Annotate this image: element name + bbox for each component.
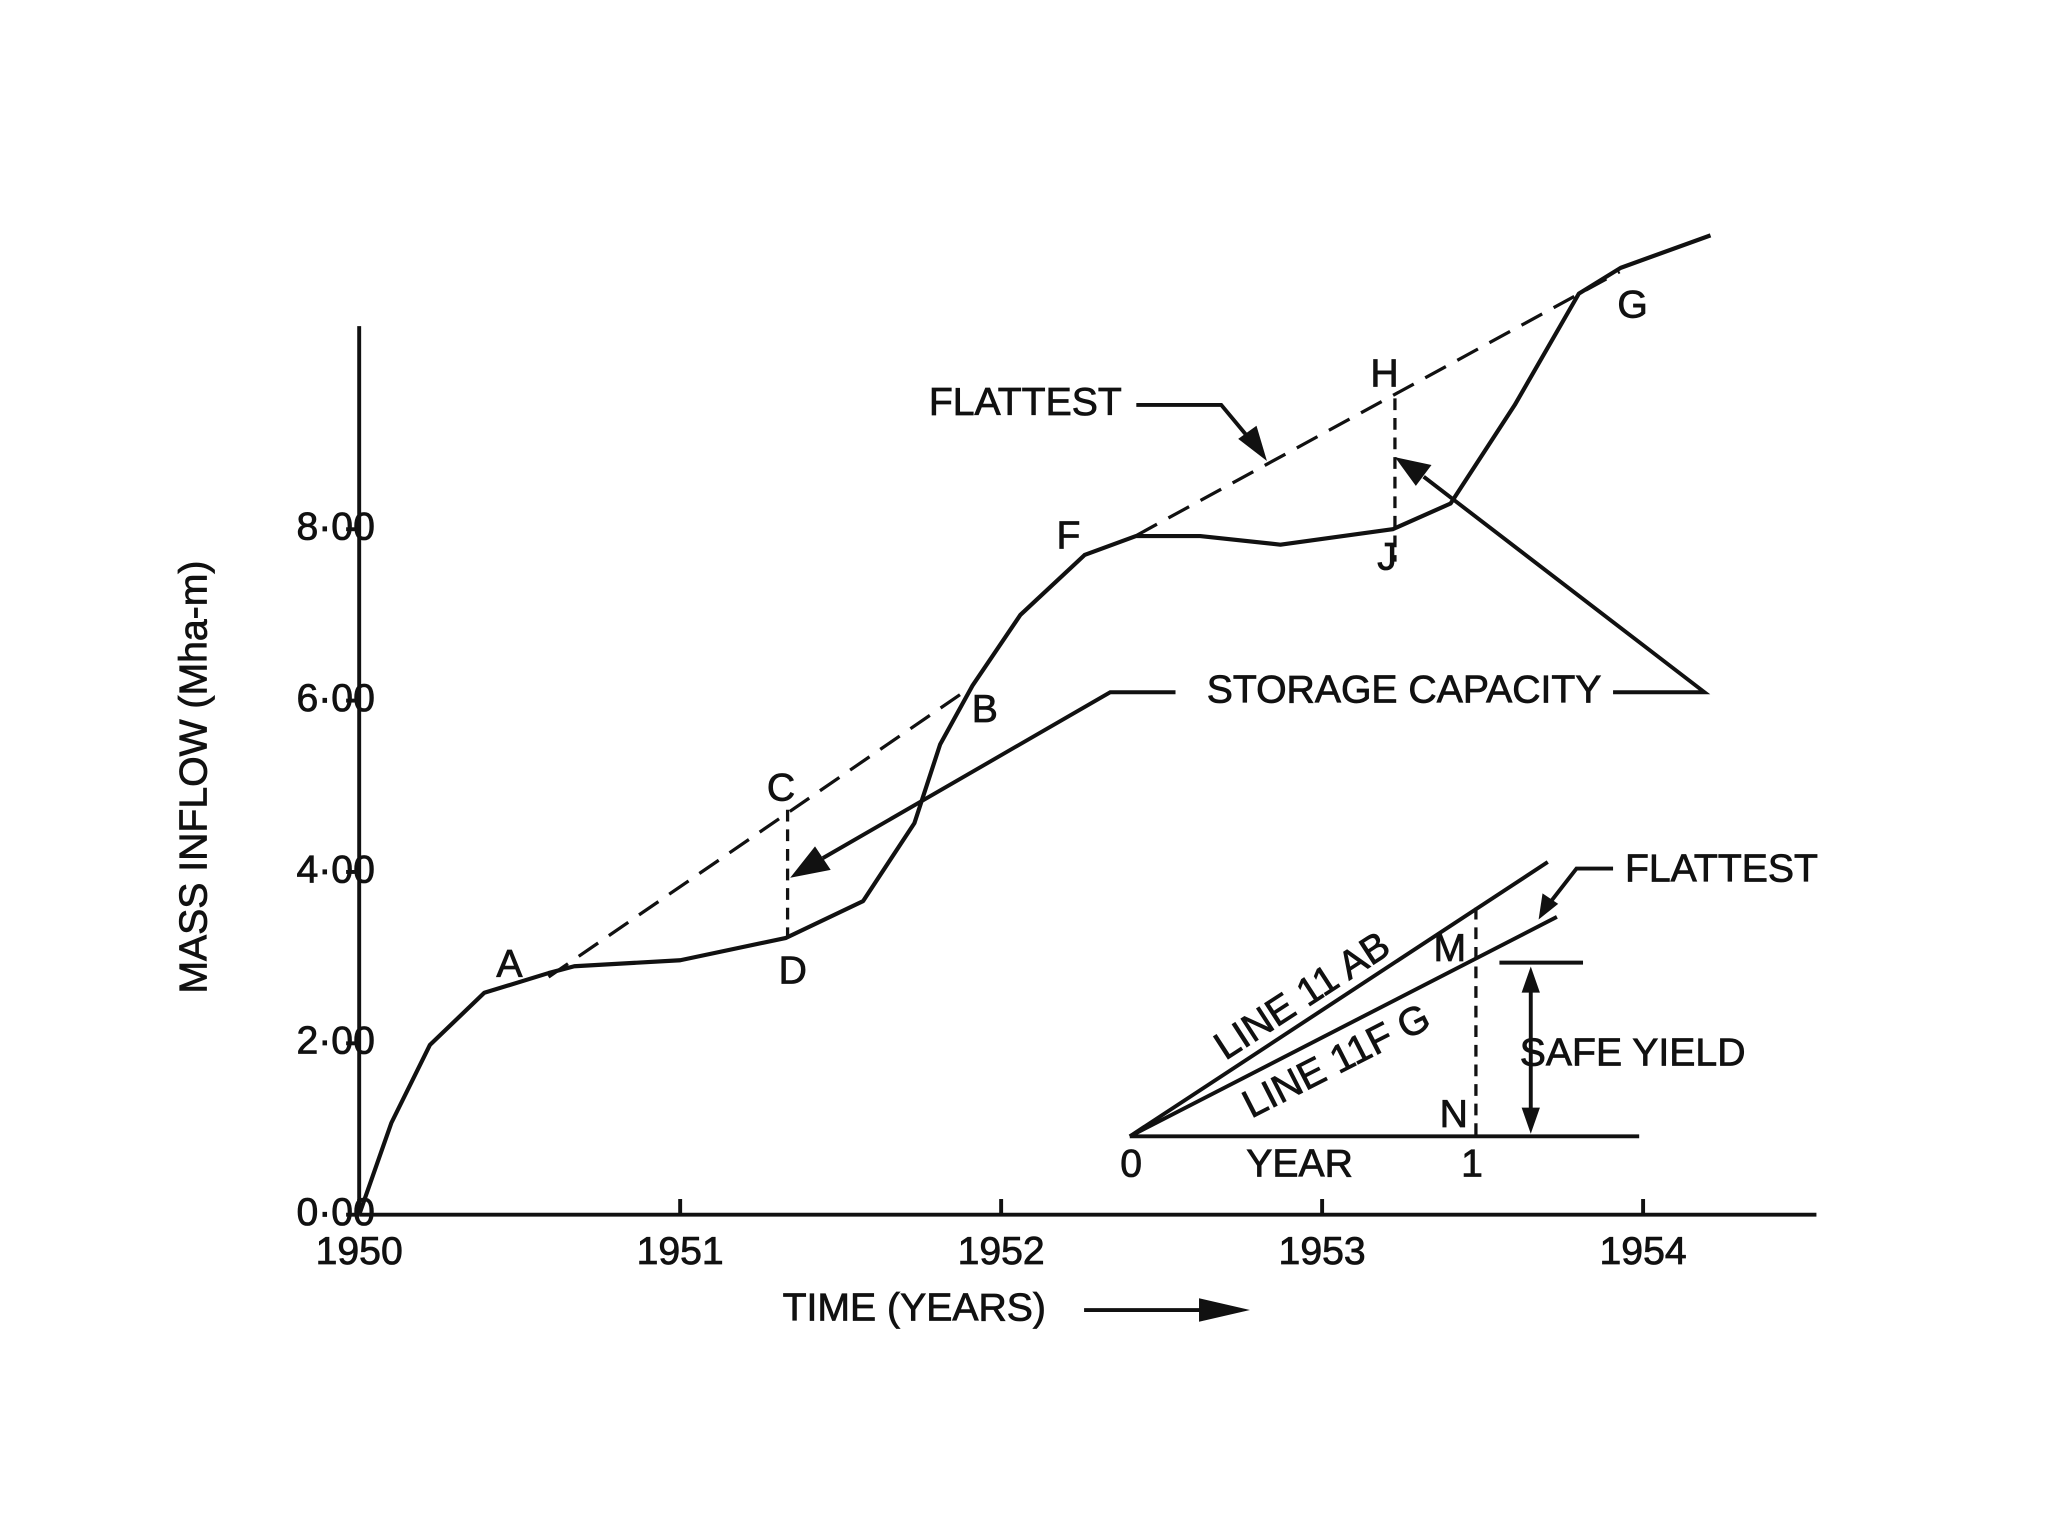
x-axis-label: TIME (YEARS) <box>783 1286 1046 1329</box>
arrowhead <box>1521 1107 1540 1134</box>
arrowhead <box>1538 893 1559 920</box>
annotation: J <box>1377 535 1397 578</box>
line-fg <box>1135 270 1621 537</box>
flattest-leader <box>1136 402 1256 446</box>
annotation: D <box>779 949 807 992</box>
annotation: FLATTEST <box>929 381 1122 424</box>
annotation: FLATTEST <box>1625 848 1818 891</box>
inset-line-fg <box>1128 915 1558 1139</box>
arrowhead <box>790 846 831 878</box>
annotation: C <box>767 767 795 810</box>
arrowhead <box>1521 966 1540 993</box>
annotation: SAFE YIELD <box>1520 1032 1746 1075</box>
y-axis-label: MASS INFLOW (Mha-m) <box>172 561 215 994</box>
annotation: 1 <box>1461 1143 1483 1186</box>
y-tick-label: 6·00 <box>296 677 374 720</box>
annotation: A <box>496 943 523 986</box>
annotation: G <box>1617 283 1647 326</box>
annotation: B <box>972 688 998 731</box>
annotation: 0 <box>1120 1143 1142 1186</box>
arrowhead <box>1199 1298 1250 1322</box>
annotation: F <box>1056 514 1080 557</box>
x-tick-label: 1951 <box>637 1230 724 1273</box>
storage-leader <box>821 690 1176 860</box>
annotation: YEAR <box>1246 1143 1353 1186</box>
annotation: M <box>1433 927 1466 970</box>
storage-leader-2 <box>1422 475 1711 695</box>
y-tick-label: 2·00 <box>296 1020 374 1063</box>
annotation: STORAGE CAPACITY <box>1207 669 1602 712</box>
diagram-lines <box>547 270 1711 1322</box>
x-tick-label: 1950 <box>316 1230 403 1273</box>
inset-line-ab <box>1128 860 1549 1138</box>
x-tick-label: 1954 <box>1600 1230 1687 1273</box>
x-tick-label: 1953 <box>1279 1230 1366 1273</box>
annotation: H <box>1370 353 1398 396</box>
y-tick-label: 8·00 <box>296 506 374 549</box>
annotation: N <box>1440 1093 1468 1136</box>
mass-curve <box>357 233 1712 1216</box>
arrowhead <box>1394 457 1432 486</box>
y-tick-label: 4·00 <box>296 848 374 891</box>
inset-flattest-leader <box>1547 866 1614 906</box>
x-tick-label: 1952 <box>958 1230 1045 1273</box>
line-ab <box>547 684 974 979</box>
arrowhead <box>1238 425 1267 462</box>
